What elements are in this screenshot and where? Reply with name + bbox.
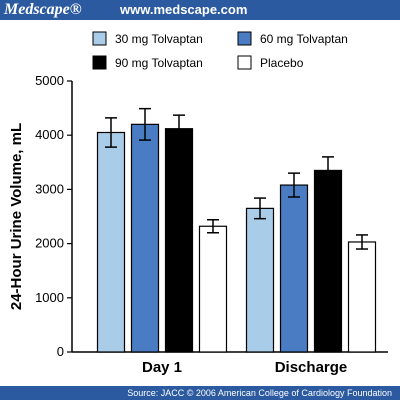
- legend-swatch: [237, 55, 252, 70]
- legend-swatch: [92, 55, 107, 70]
- legend-label: 90 mg Tolvaptan: [115, 56, 203, 70]
- y-tick-label: 5000: [35, 73, 64, 88]
- bar: [198, 225, 228, 353]
- y-tick-label: 4000: [35, 127, 64, 142]
- bar: [164, 128, 194, 353]
- legend-swatch: [237, 31, 252, 46]
- source-banner: Source: JACC © 2006 American College of …: [0, 386, 400, 400]
- legend-label: Placebo: [260, 56, 304, 70]
- bar: [96, 131, 126, 353]
- legend-label: 60 mg Tolvaptan: [260, 32, 348, 46]
- header-banner: Medscape® www.medscape.com: [0, 0, 400, 20]
- y-tick-label: 0: [57, 344, 64, 359]
- y-tick-label: 3000: [35, 181, 64, 196]
- bar: [313, 169, 343, 353]
- bar-chart: 0 1000 2000 3000 4000 5000 24-Hour Urine Volum…: [8, 31, 388, 376]
- y-tick-label: 1000: [35, 290, 64, 305]
- bar: [130, 123, 160, 353]
- medscape-logo: Medscape®: [4, 1, 82, 18]
- legend-label: 30 mg Tolvaptan: [115, 32, 203, 46]
- source-citation: Source: JACC © 2006 American College of …: [127, 388, 392, 398]
- legend-swatch: [92, 31, 107, 46]
- y-axis-title: 24-Hour Urine Volume, mL: [8, 123, 25, 310]
- x-category-label: Discharge: [275, 359, 348, 376]
- bar: [347, 241, 377, 353]
- y-tick-label: 2000: [35, 236, 64, 251]
- bar: [279, 184, 309, 353]
- x-category-label: Day 1: [142, 359, 182, 376]
- bar: [245, 207, 275, 353]
- site-url[interactable]: www.medscape.com: [120, 2, 248, 17]
